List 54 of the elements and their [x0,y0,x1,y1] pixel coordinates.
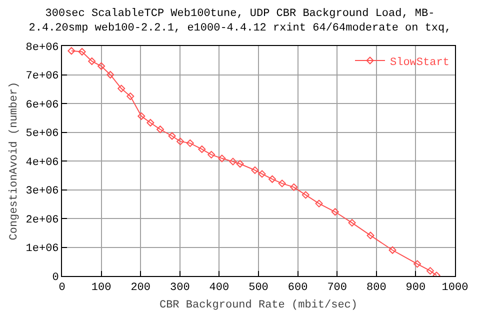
x-tick-label: 100 [91,282,112,294]
x-tick-label: 400 [209,282,230,294]
point [168,132,176,140]
point [98,62,106,70]
point [236,160,244,168]
x-tick-label: 600 [288,282,308,294]
y-tick-label: 1e+06 [26,243,59,256]
y-tick-label: 0 [52,272,59,284]
x-tick-label: 500 [248,282,268,294]
point [388,246,396,254]
point [366,232,374,240]
point [68,47,76,55]
point [138,112,146,120]
y-tick-label: 3e+06 [26,186,59,198]
point [118,84,126,92]
x-tick-label: 700 [327,282,348,294]
point [302,191,310,199]
x-tick-label: 200 [130,282,151,294]
point [315,200,323,208]
point [88,57,96,65]
point [426,267,434,275]
x-axis-title: CBR Background Rate (mbit/sec) [159,299,358,312]
point [176,138,184,146]
point [126,92,134,100]
y-tick-label: 7e+06 [26,70,59,83]
y-axis-title: CongestionAvoid (number) [8,82,20,240]
point [106,71,114,78]
point [78,48,86,56]
chart-title: 300sec ScalableTCP Web100tune, UDP CBR Background Load, MB- 2.4.20smp web100-2.2.1, e1000-4.4.12 rxint 64/64moderate on txq, [28,8,452,34]
point [229,158,237,166]
point [186,139,194,147]
x-tick-label: 900 [406,282,426,294]
x-tick-label: 800 [366,282,386,294]
point [290,183,298,191]
point [156,126,164,134]
y-tick-label: 6e+06 [26,99,59,112]
y-tick-label: 4e+06 [26,156,59,169]
point [268,175,276,183]
x-tick-label: 300 [170,282,190,294]
point [146,119,154,127]
point [331,208,339,216]
point [251,166,259,174]
point [348,219,356,227]
point [218,154,226,162]
y-tick-label: 5e+06 [26,128,59,140]
legend-label: SlowStart [390,56,450,69]
point [198,145,206,153]
y-tick-label: 2e+06 [26,214,59,226]
point [258,170,266,178]
point [414,260,422,268]
y-tick-label: 8e+06 [26,42,59,54]
point [208,150,216,158]
x-tick-label: 1000 [442,282,468,294]
point [278,180,286,188]
